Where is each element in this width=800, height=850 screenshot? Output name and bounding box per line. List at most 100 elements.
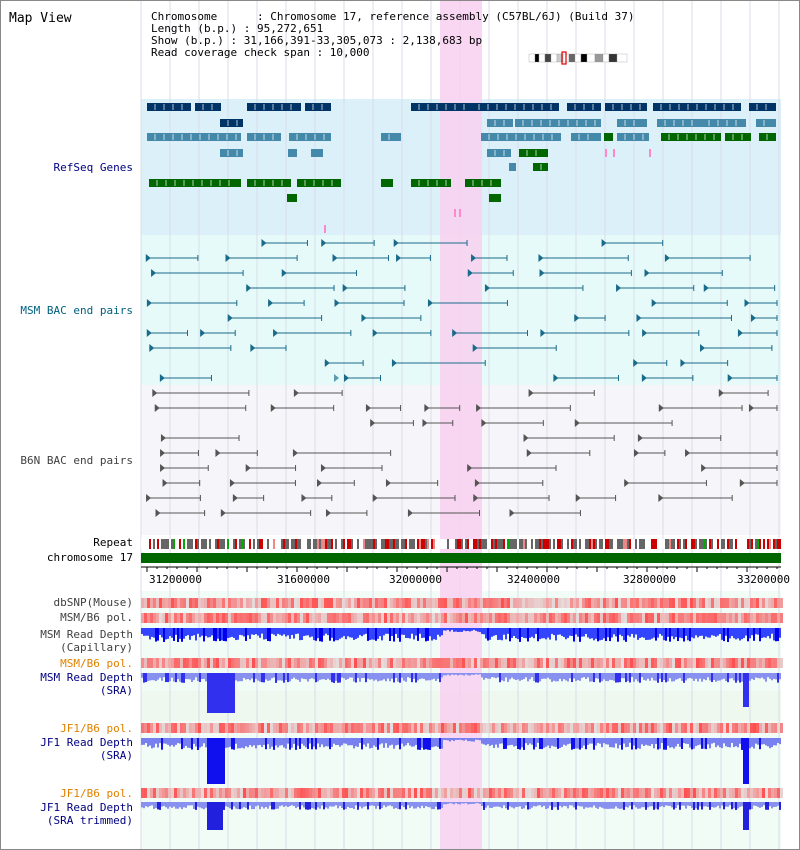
refseq-gene-block	[381, 179, 393, 187]
msm-depth-cap-bar	[221, 628, 223, 641]
jf1-depth-trim-label[interactable]: JF1 Read Depth	[40, 801, 133, 814]
msm-depth-sra-bar	[523, 673, 525, 680]
jf1-depth-trim-bar	[449, 802, 451, 804]
msm-depth-sra-bar	[697, 673, 699, 682]
msm-b6-pol-sra-heat	[207, 658, 210, 668]
jf1-b6-pol-heat	[351, 723, 354, 733]
msm-depth-sra-label[interactable]: MSM Read Depth	[40, 671, 133, 684]
jf1-b6-pol-trimmed-label[interactable]: JF1/B6 pol.	[60, 787, 133, 800]
msm-depth-cap-label[interactable]: MSM Read Depth	[40, 628, 133, 641]
jf1-depth-sra-label[interactable]: JF1 Read Depth	[40, 736, 133, 749]
jf1-b6-pol-trimmed-heat	[462, 788, 465, 798]
msm-depth-cap-bar	[693, 628, 695, 639]
jf1-depth-sra-bar	[179, 738, 181, 744]
jf1-depth-trim-bar	[655, 802, 657, 809]
jf1-b6-pol-trimmed-heat	[189, 788, 192, 798]
jf1-b6-pol-trimmed-heat	[294, 788, 297, 798]
msm-depth-cap-bar	[599, 628, 601, 641]
refseq-genes-label[interactable]: RefSeq Genes	[53, 161, 133, 174]
jf1-depth-sra-bar	[537, 738, 539, 743]
msm-depth-cap-bar	[581, 628, 583, 637]
msm-depth-sra-bar	[291, 673, 293, 680]
jf1-b6-pol-trimmed-heat	[687, 788, 690, 798]
msm-depth-cap-bar	[569, 628, 571, 636]
msm-depth-cap-bar	[167, 628, 169, 639]
jf1-b6-pol-heat	[177, 723, 180, 733]
jf1-b6-pol-trimmed-heat	[762, 788, 765, 798]
msm-depth-sra-bar	[243, 673, 245, 678]
jf1-depth-sra-bar	[153, 738, 155, 748]
jf1-depth-trim-bar	[253, 802, 255, 810]
jf1-b6-pol-trimmed-heat	[297, 788, 300, 798]
jf1-b6-pol-trimmed-heat	[468, 788, 471, 798]
repeat-segment	[619, 539, 621, 549]
msm-depth-sra-bar	[221, 673, 223, 713]
msm-depth-sra-bar	[179, 673, 181, 682]
jf1-b6-pol-trimmed-heat	[393, 788, 396, 798]
b6n-bac-label[interactable]: B6N BAC end pairs	[20, 454, 133, 467]
dbsnp-heat	[399, 598, 402, 608]
msm-b6-pol-sra-heat	[489, 658, 492, 668]
jf1-b6-pol-trimmed-heat	[666, 788, 669, 798]
msm-depth-sra-bar	[197, 673, 199, 682]
msm-bac-label[interactable]: MSM BAC end pairs	[20, 304, 133, 317]
msm-depth-cap-bar	[335, 628, 337, 641]
msm-depth-sra-bar	[313, 673, 315, 680]
jf1-depth-trim-bar	[485, 802, 487, 808]
jf1-b6-pol-trimmed-heat	[423, 788, 426, 798]
length-line: Length (b.p.) : 95,272,651	[151, 22, 324, 35]
msm-depth-cap-bar	[609, 628, 611, 642]
msm-depth-sra-bar	[467, 673, 469, 676]
msm-b6-pol-heat	[465, 613, 468, 623]
repeat-segment	[747, 539, 749, 549]
chromosome-ideogram[interactable]	[529, 53, 627, 63]
dbsnp-label[interactable]: dbSNP(Mouse)	[53, 596, 133, 609]
jf1-depth-sra-bar	[495, 738, 497, 745]
msm-b6-pol-sra-label[interactable]: MSM/B6 pol.	[60, 657, 133, 670]
msm-b6-pol-sra-heat	[720, 658, 723, 668]
jf1-b6-pol-heat	[654, 723, 657, 733]
msm-depth-cap-bar	[279, 628, 281, 635]
jf1-depth-sra-bar	[597, 738, 599, 744]
msm-depth-sra-bar	[297, 673, 299, 680]
repeat-segment	[683, 539, 685, 549]
msm-depth-sra-bar	[613, 673, 615, 681]
b6n-bac-end-marker	[718, 389, 724, 397]
jf1-b6-pol-heat	[636, 723, 639, 733]
jf1-depth-trim-bar	[429, 802, 431, 808]
msm-bac-end-marker	[149, 344, 155, 352]
msm-b6-pol-heat	[765, 613, 768, 623]
jf1-depth-trim-bar	[495, 802, 497, 807]
jf1-b6-pol-heat	[780, 723, 783, 733]
msm-depth-cap-bar	[603, 628, 605, 639]
dbsnp-heat	[627, 598, 630, 608]
msm-depth-cap-bar	[753, 628, 755, 641]
msm-depth-cap-bar	[323, 628, 325, 636]
jf1-b6-pol-heat	[474, 723, 477, 733]
jf1-depth-sra-bar	[589, 738, 591, 744]
msm-bac-end-marker	[396, 254, 402, 262]
jf1-depth-trim-bar	[755, 802, 757, 806]
jf1-depth-sra-bar	[237, 738, 239, 749]
repeat-segment	[167, 539, 169, 549]
repeat-segment	[381, 539, 383, 549]
msm-depth-sra-bar	[675, 673, 677, 680]
msm-depth-cap-bar	[607, 628, 609, 638]
dbsnp-heat	[579, 598, 582, 608]
msm-b6-pol-sra-heat	[696, 658, 699, 668]
jf1-b6-pol-label[interactable]: JF1/B6 pol.	[60, 722, 133, 735]
repeat-segment	[405, 539, 407, 549]
repeat-label[interactable]: Repeat	[93, 536, 133, 549]
jf1-b6-pol-heat	[690, 723, 693, 733]
msm-depth-cap-bar	[513, 628, 515, 637]
refseq-gene-block	[533, 163, 548, 171]
msm-b6-pol-label[interactable]: MSM/B6 pol.	[60, 611, 133, 624]
jf1-depth-sra-bar	[433, 738, 435, 747]
jf1-depth-sra-bar	[341, 738, 343, 746]
refseq-gene-block	[305, 103, 331, 111]
msm-b6-pol-heat	[153, 613, 156, 623]
msm-b6-pol-heat	[567, 613, 570, 623]
jf1-b6-pol-trimmed-heat	[630, 788, 633, 798]
dbsnp-heat	[618, 598, 621, 608]
